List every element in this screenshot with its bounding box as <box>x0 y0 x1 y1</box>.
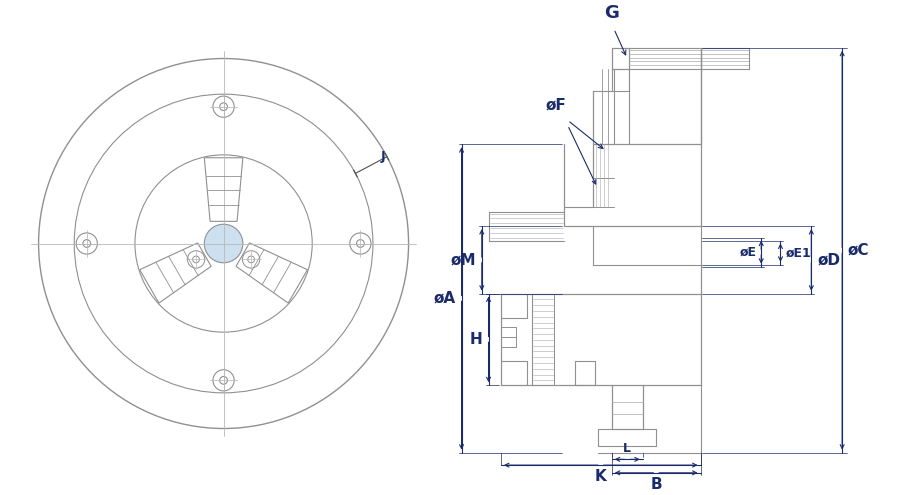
Text: J: J <box>381 150 385 163</box>
Circle shape <box>204 224 243 263</box>
Text: øA: øA <box>434 291 455 306</box>
Text: øF: øF <box>545 98 566 112</box>
Text: øE: øE <box>740 246 756 259</box>
Text: L: L <box>624 443 631 455</box>
Text: B: B <box>651 477 662 492</box>
Text: øD: øD <box>817 252 840 267</box>
Text: K: K <box>595 469 607 484</box>
Text: G: G <box>605 4 619 22</box>
Text: øE1: øE1 <box>786 246 811 259</box>
Text: øC: øC <box>848 243 869 258</box>
Text: øM: øM <box>451 252 476 267</box>
Text: H: H <box>470 332 482 347</box>
